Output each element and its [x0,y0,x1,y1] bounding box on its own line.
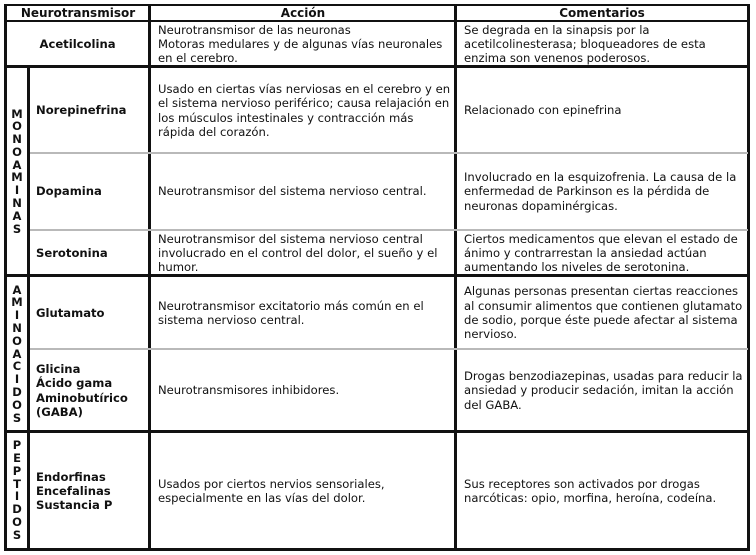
accion-cell: Neurotransmisor excitatorio más común en… [158,298,424,327]
neurotransmitter-name: Glutamato [36,305,105,320]
neurotransmitter-name: Norepinefrina [36,103,127,118]
accion-cell: Usados por ciertos nervios sensoriales, … [158,476,385,505]
accion-cell: Usado en ciertas vías nerviosas en el ce… [158,81,451,139]
accion-cell: Neurotransmisores inhibidores. [158,383,340,398]
group-peptidos: PEPTIDOS [12,438,22,542]
comentarios-cell: Drogas benzodiazepinas, usadas para redu… [464,369,743,412]
accion-cell: Neurotransmisor de las neuronas Motoras … [158,22,443,66]
header-neurotransmisor: Neurotransmisor [20,5,136,20]
comentarios-cell: Sus receptores son activados por drogas … [464,476,717,505]
neurotransmitter-name: Dopamina [36,184,102,199]
comentarios-cell: Algunas personas presentan ciertas reacc… [464,284,743,342]
group-aminoacidos: AMINOACIDOS [11,282,23,425]
accion-cell: Neurotransmisor del sistema nervioso cen… [158,184,427,199]
accion-cell: Neurotransmisor del sistema nervioso cen… [158,231,438,275]
neurotransmitter-name: Endorfinas Encefalinas Sustancia P [36,469,113,513]
header-accion: Acción [280,5,326,20]
header-comentarios: Comentarios [559,5,645,20]
group-monoaminas: MONOAMINAS [11,106,23,236]
neurotransmitter-name: Glicina Ácido gama Aminobutírico (GABA) [36,361,128,419]
neurotransmitter-name: Acetilcolina [39,36,116,51]
neurotransmitter-name: Serotonina [36,245,108,260]
comentarios-cell: Se degrada en la sinapsis por la acetilc… [464,22,706,66]
comentarios-cell: Ciertos medicamentos que elevan el estad… [464,231,738,275]
comentarios-cell: Involucrado en la esquizofrenia. La caus… [464,170,737,213]
comentarios-cell: Relacionado con epinefrina [464,103,622,118]
